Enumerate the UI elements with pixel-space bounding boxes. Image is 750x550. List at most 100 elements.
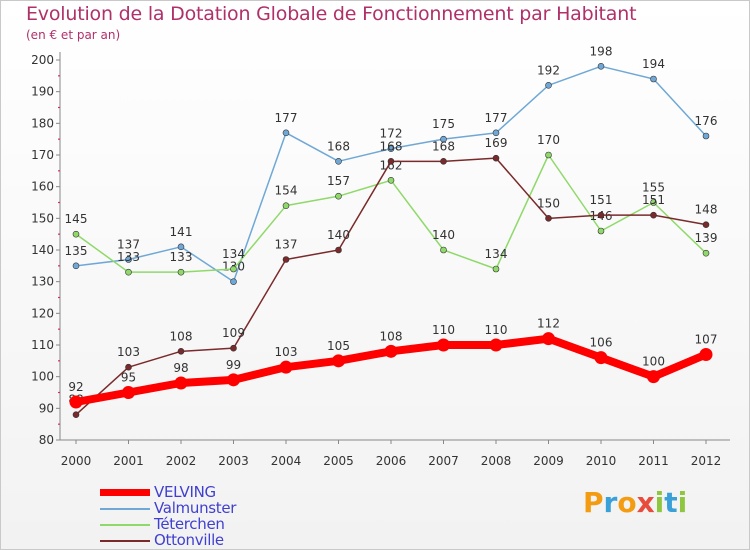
data-point	[597, 211, 605, 219]
data-label: 194	[642, 57, 665, 71]
data-point	[227, 373, 240, 387]
y-tick-label: 110	[31, 338, 54, 352]
data-label: 137	[117, 238, 140, 252]
data-point	[650, 211, 657, 219]
data-label: 133	[117, 250, 140, 264]
logo-letter: i	[654, 486, 665, 519]
x-tick-label: 2008	[481, 454, 512, 468]
data-point	[177, 348, 185, 355]
data-label: 95	[121, 371, 136, 385]
x-tick-label: 2006	[376, 454, 407, 468]
data-point	[282, 129, 290, 137]
data-point	[699, 348, 713, 361]
logo-letter: x	[636, 486, 655, 519]
data-label: 170	[537, 133, 560, 147]
chart-subtitle: (en € et par an)	[26, 28, 121, 42]
data-label: 98	[173, 361, 188, 375]
data-label: 139	[695, 231, 718, 245]
y-tick-label: 80	[39, 433, 54, 447]
x-tick-label: 2012	[691, 454, 722, 468]
data-point	[72, 230, 80, 238]
data-label: 112	[537, 317, 560, 331]
data-point	[387, 177, 395, 184]
data-point	[125, 256, 132, 263]
legend-label-velving: VELVING	[154, 483, 216, 501]
y-tick-label: 180	[31, 116, 54, 130]
data-point	[282, 256, 290, 263]
x-tick-label: 2004	[271, 454, 302, 468]
x-tick-label: 2010	[586, 454, 617, 468]
data-label: 106	[590, 336, 613, 350]
y-tick-label: 160	[31, 180, 54, 194]
logo-letter: r	[603, 486, 618, 519]
data-point	[545, 151, 552, 159]
y-tick-label: 200	[31, 53, 54, 67]
data-point	[384, 344, 398, 358]
x-tick-label: 2001	[113, 454, 144, 468]
legend-swatch-ottonville	[100, 540, 150, 542]
data-point	[69, 395, 83, 409]
legend-label-teterchen: Téterchen	[154, 515, 225, 533]
data-label: 92	[68, 380, 83, 394]
legend-item-velving: VELVING	[100, 483, 300, 501]
data-label: 169	[485, 136, 508, 150]
data-label: 109	[222, 326, 245, 340]
data-label: 157	[327, 174, 350, 188]
logo-letter: i	[677, 486, 688, 519]
legend-swatch-valmunster	[100, 508, 150, 510]
proxiti-logo: Proxiti	[583, 486, 687, 519]
data-label: 168	[380, 139, 403, 153]
data-label: 151	[642, 193, 665, 207]
data-label: 140	[327, 228, 350, 242]
data-point	[492, 265, 500, 273]
data-point	[335, 158, 342, 165]
data-point	[125, 363, 132, 371]
data-label: 148	[695, 203, 718, 217]
data-label: 133	[170, 250, 193, 264]
y-tick-label: 100	[31, 370, 54, 384]
data-label: 172	[380, 127, 403, 141]
y-tick-label: 150	[31, 211, 54, 225]
data-label: 100	[642, 355, 665, 369]
data-point	[72, 262, 80, 270]
x-tick-label: 2009	[533, 454, 564, 468]
x-tick-label: 2003	[218, 454, 249, 468]
data-label: 107	[695, 333, 718, 347]
data-point	[545, 215, 552, 222]
data-point	[122, 386, 135, 399]
data-label: 155	[642, 181, 665, 195]
data-point	[125, 268, 132, 276]
legend-item-valmunster: Valmunster	[100, 499, 300, 517]
data-label: 141	[170, 225, 193, 239]
data-label: 177	[485, 111, 508, 125]
logo-letter: P	[583, 486, 604, 519]
data-label: 198	[590, 44, 613, 58]
data-point	[597, 227, 605, 235]
data-point	[437, 338, 450, 352]
data-point	[177, 268, 185, 276]
y-tick-label: 190	[31, 85, 54, 99]
legend-item-teterchen: Téterchen	[100, 515, 300, 533]
data-label: 177	[275, 111, 298, 125]
data-point	[230, 344, 237, 352]
y-tick-label: 90	[39, 401, 54, 415]
data-point	[594, 351, 608, 365]
data-label: 175	[432, 117, 455, 131]
data-label: 168	[432, 139, 455, 153]
data-point	[332, 354, 345, 368]
data-label: 168	[327, 139, 350, 153]
data-point	[387, 158, 395, 165]
y-tick-label: 130	[31, 275, 54, 289]
y-tick-label: 170	[31, 148, 54, 162]
data-point	[440, 135, 447, 143]
data-label: 140	[432, 228, 455, 242]
data-point	[282, 202, 290, 209]
legend-item-ottonville: Ottonville	[100, 531, 300, 549]
data-point	[650, 199, 657, 206]
data-label: 137	[275, 238, 298, 252]
data-label: 108	[380, 329, 403, 343]
chart-title: Evolution de la Dotation Globale de Fonc…	[26, 3, 637, 25]
data-label: 110	[485, 323, 508, 337]
data-point	[492, 129, 500, 137]
